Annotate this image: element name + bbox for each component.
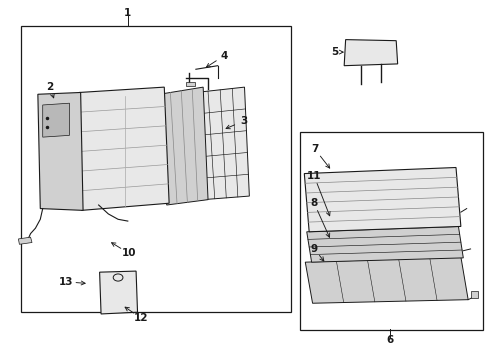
Polygon shape: [305, 257, 467, 303]
Polygon shape: [42, 103, 69, 137]
Polygon shape: [306, 226, 462, 262]
Text: 2: 2: [46, 82, 54, 92]
Polygon shape: [344, 40, 397, 66]
Bar: [300, 132, 482, 330]
Text: 9: 9: [310, 244, 317, 253]
Polygon shape: [79, 87, 169, 210]
Polygon shape: [100, 271, 137, 314]
Text: 5: 5: [330, 47, 337, 57]
Text: 12: 12: [134, 313, 148, 323]
Polygon shape: [38, 93, 83, 210]
Text: 11: 11: [306, 171, 321, 181]
Polygon shape: [304, 167, 460, 232]
Text: 4: 4: [220, 51, 227, 61]
Polygon shape: [19, 237, 32, 244]
Bar: [469, 292, 477, 298]
Text: 8: 8: [310, 198, 317, 208]
Text: 6: 6: [386, 335, 393, 345]
Polygon shape: [159, 87, 207, 205]
Text: 1: 1: [124, 8, 131, 18]
Text: 7: 7: [311, 144, 318, 154]
Polygon shape: [196, 87, 249, 200]
Text: 13: 13: [59, 277, 73, 287]
Text: 10: 10: [122, 248, 136, 258]
Text: 3: 3: [240, 116, 246, 126]
Bar: [186, 82, 195, 86]
Bar: [21, 26, 290, 312]
